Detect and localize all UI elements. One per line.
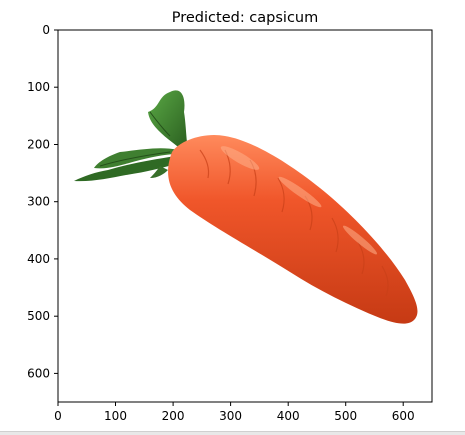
y-tick-label: 400 xyxy=(27,252,50,266)
y-tick-label: 100 xyxy=(27,80,50,94)
x-tick-label: 300 xyxy=(219,409,242,423)
axes-frame xyxy=(57,29,433,403)
y-tick-label: 0 xyxy=(42,23,50,37)
carrot-leaves xyxy=(74,90,188,182)
y-tick-label: 600 xyxy=(27,366,50,380)
y-tick-label: 300 xyxy=(27,195,50,209)
y-tick-label: 500 xyxy=(27,309,50,323)
y-axis: 0 100 200 300 400 500 600 xyxy=(27,23,58,380)
x-axis: 0 100 200 300 400 500 600 xyxy=(54,402,415,423)
x-tick-label: 500 xyxy=(334,409,357,423)
y-tick-label: 200 xyxy=(27,138,50,152)
window-bottom-edge xyxy=(0,431,465,435)
x-tick-label: 100 xyxy=(104,409,127,423)
x-tick-label: 200 xyxy=(162,409,185,423)
carrot-image xyxy=(74,90,418,324)
x-tick-label: 0 xyxy=(54,409,62,423)
x-tick-label: 400 xyxy=(277,409,300,423)
carrot-body xyxy=(168,134,418,324)
plot-title: Predicted: capsicum xyxy=(172,10,319,26)
carrot-highlight xyxy=(220,146,378,255)
x-tick-label: 600 xyxy=(392,409,415,423)
